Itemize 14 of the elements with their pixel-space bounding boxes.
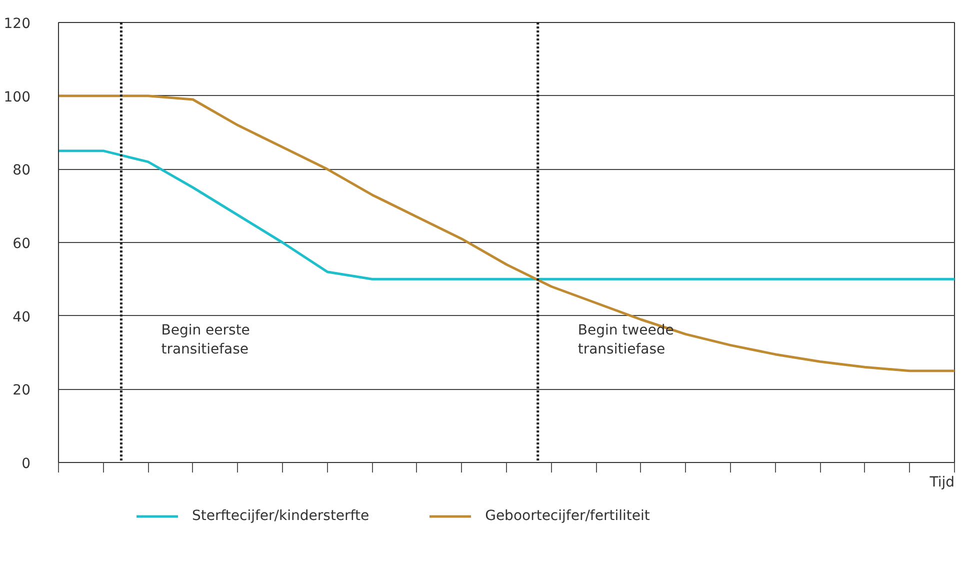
y-tick-label: 20 bbox=[12, 382, 31, 399]
line-series bbox=[58, 150, 954, 280]
x-axis-title: Tijd bbox=[928, 474, 955, 490]
y-tick-label: 100 bbox=[4, 89, 31, 106]
annotation: Begin tweede transitiefase bbox=[578, 322, 674, 358]
legend-label: Geboortecijfer/fertiliteit bbox=[485, 508, 650, 524]
y-tick-label: 80 bbox=[12, 162, 31, 179]
y-tick-label: 0 bbox=[22, 456, 31, 472]
legend-label: Sterftecijfer/kindersterfte bbox=[192, 508, 370, 524]
y-tick-label: 120 bbox=[4, 16, 31, 32]
line-series bbox=[58, 94, 954, 372]
annotation: Begin eerste transitiefase bbox=[161, 322, 250, 358]
y-tick-label: 60 bbox=[12, 236, 31, 252]
y-tick-label: 40 bbox=[12, 309, 31, 326]
